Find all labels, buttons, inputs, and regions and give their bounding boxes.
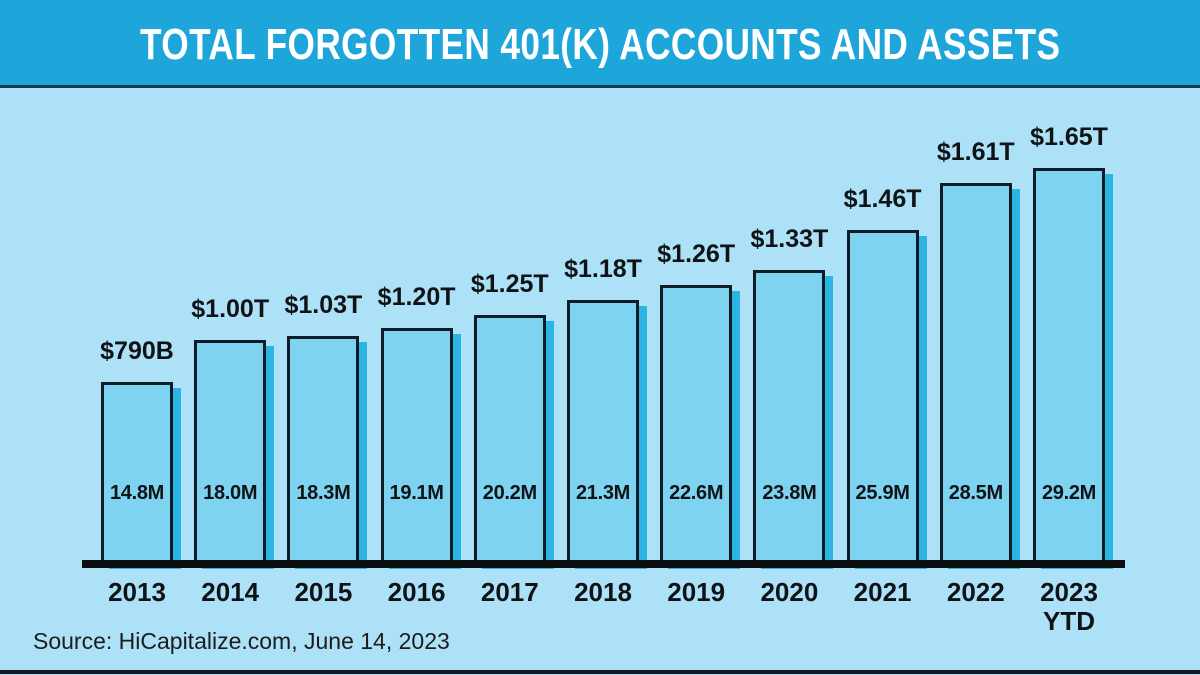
bar: 19.1M [380, 328, 453, 563]
assets-value-label: $1.18T [564, 255, 642, 283]
accounts-count-label: 22.6M [669, 482, 724, 504]
year-text: 2013 [108, 577, 166, 607]
bar-group-2017: $1.25T 20.2M 2017 [470, 88, 550, 675]
assets-value-label: $1.33T [750, 225, 829, 253]
bar-group-2020: $1.33T 23.8M 2020 [749, 88, 829, 675]
year-text: 2021 [853, 577, 912, 607]
bar-group-2021: $1.46T 25.9M 2021 [843, 88, 923, 675]
bar-group-2016: $1.20T 19.1M 2016 [377, 88, 457, 675]
year-label: 2021 [843, 578, 923, 607]
x-axis-line [82, 560, 1125, 568]
year-label: 2013 [97, 578, 177, 607]
year-text: 2017 [480, 577, 539, 607]
year-text: 2014 [201, 577, 260, 607]
assets-value-label: $1.00T [191, 295, 270, 323]
assets-value-label: $1.20T [377, 283, 456, 311]
year-text: 2016 [387, 577, 446, 607]
accounts-count-label: 23.8M [762, 482, 817, 504]
bar: 22.6M [660, 285, 733, 563]
year-text: 2023 [1040, 577, 1098, 607]
chart-title: TOTAL FORGOTTEN 401(K) ACCOUNTS AND ASSE… [139, 19, 1061, 69]
bar: 18.0M [194, 340, 267, 563]
title-bar: TOTAL FORGOTTEN 401(K) ACCOUNTS AND ASSE… [0, 0, 1200, 88]
bar-group-2014: $1.00T 18.0M 2014 [190, 88, 270, 675]
bar: 21.3M [567, 300, 639, 563]
year-text: 2015 [294, 577, 353, 607]
bar: 23.8M [753, 270, 826, 563]
accounts-count-label: 29.2M [1041, 482, 1097, 504]
accounts-count-label: 18.3M [296, 482, 351, 504]
assets-value-label: $790B [100, 337, 174, 365]
accounts-count-label: 28.5M [948, 482, 1003, 504]
year-text: 2020 [760, 577, 819, 607]
bar-group-2015: $1.03T 18.3M 2015 [283, 88, 363, 675]
bottom-border [0, 670, 1200, 674]
bar-group-2019: $1.26T 22.6M 2019 [656, 88, 736, 675]
bar: 20.2M [473, 315, 546, 563]
year-label: 2020 [749, 578, 829, 607]
year-label: 2019 [656, 578, 736, 607]
year-label: 2018 [563, 578, 643, 607]
bar-group-2023: $1.65T 29.2M 2023 YTD [1029, 88, 1109, 675]
chart-area: $790B 14.8M 2013 $1.00T 18.0M 2014 $1.03… [0, 88, 1200, 675]
year-label: 2014 [190, 578, 270, 607]
year-text: 2022 [946, 577, 1005, 607]
year-text: 2018 [574, 577, 632, 607]
assets-value-label: $1.61T [936, 138, 1015, 166]
assets-value-label: $1.26T [657, 240, 736, 268]
bar: 14.8M [101, 382, 173, 563]
source-note: Source: HiCapitalize.com, June 14, 2023 [33, 628, 450, 654]
accounts-count-label: 25.9M [855, 482, 910, 504]
accounts-count-label: 19.1M [389, 482, 444, 504]
bar: 29.2M [1033, 168, 1105, 563]
bar-group-2022: $1.61T 28.5M 2022 [936, 88, 1016, 675]
bar: 25.9M [846, 230, 919, 563]
assets-value-label: $1.03T [284, 291, 363, 319]
assets-value-label: $1.25T [470, 270, 549, 298]
bar: 28.5M [939, 183, 1012, 563]
year-label: 2022 [936, 578, 1016, 607]
bar-group-2018: $1.18T 21.3M 2018 [563, 88, 643, 675]
year-sub-label: YTD [1043, 606, 1095, 636]
year-text: 2019 [667, 577, 726, 607]
accounts-count-label: 14.8M [109, 482, 165, 504]
bar: 18.3M [287, 336, 360, 563]
year-label: 2017 [470, 578, 550, 607]
year-label: 2016 [377, 578, 457, 607]
year-label: 2015 [283, 578, 363, 607]
accounts-count-label: 20.2M [482, 482, 537, 504]
assets-value-label: $1.65T [1030, 123, 1108, 151]
accounts-count-label: 21.3M [575, 482, 631, 504]
bar-group-2013: $790B 14.8M 2013 [97, 88, 177, 675]
assets-value-label: $1.46T [843, 185, 922, 213]
year-label: 2023 YTD [1029, 578, 1109, 636]
accounts-count-label: 18.0M [203, 482, 258, 504]
